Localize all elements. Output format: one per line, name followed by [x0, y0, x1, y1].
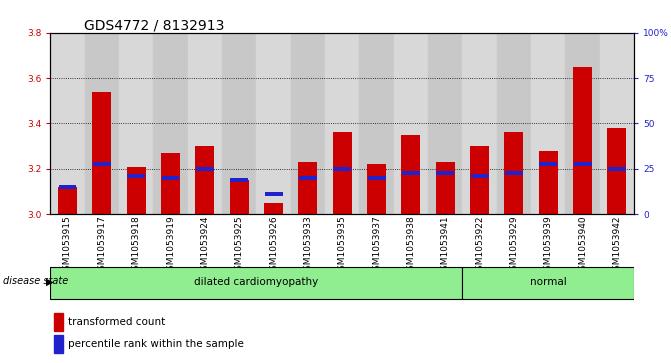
Bar — [531, 33, 566, 214]
Bar — [85, 33, 119, 214]
Bar — [333, 132, 352, 214]
Text: percentile rank within the sample: percentile rank within the sample — [68, 339, 244, 349]
Bar — [256, 33, 291, 214]
Text: disease state: disease state — [3, 276, 68, 286]
Bar — [93, 162, 111, 166]
Bar — [291, 33, 325, 214]
Bar — [394, 33, 428, 214]
Bar — [127, 167, 146, 214]
Bar — [127, 174, 145, 178]
Bar — [401, 135, 420, 214]
Bar — [299, 176, 317, 180]
Bar — [573, 67, 592, 214]
Bar — [505, 171, 523, 175]
Bar — [222, 33, 256, 214]
Bar — [566, 33, 600, 214]
Bar — [299, 162, 317, 214]
Bar — [58, 187, 77, 214]
Bar — [470, 174, 488, 178]
Bar — [402, 171, 420, 175]
Bar — [161, 153, 180, 214]
Bar — [462, 267, 634, 299]
Bar — [154, 33, 188, 214]
Bar — [436, 171, 454, 175]
Text: GDS4772 / 8132913: GDS4772 / 8132913 — [84, 18, 224, 32]
Bar — [195, 146, 214, 214]
Bar — [462, 33, 497, 214]
Bar — [607, 128, 626, 214]
Bar — [435, 162, 455, 214]
Bar — [428, 33, 462, 214]
Bar — [93, 91, 111, 214]
Bar — [196, 167, 214, 171]
Bar — [230, 178, 248, 182]
Bar — [360, 33, 394, 214]
Bar — [539, 151, 558, 214]
Text: transformed count: transformed count — [68, 317, 165, 327]
Bar — [119, 33, 154, 214]
Bar — [367, 164, 386, 214]
Bar — [264, 192, 282, 196]
Bar — [229, 180, 249, 214]
Text: normal: normal — [530, 277, 566, 287]
Bar — [574, 162, 592, 166]
Text: dilated cardiomyopathy: dilated cardiomyopathy — [194, 277, 319, 287]
Bar — [54, 335, 63, 354]
Bar — [50, 33, 85, 214]
Bar — [368, 176, 386, 180]
Text: ▶: ▶ — [46, 276, 53, 286]
Bar — [600, 33, 634, 214]
Bar — [264, 203, 283, 214]
Bar — [505, 132, 523, 214]
Bar — [608, 167, 626, 171]
Bar — [50, 267, 462, 299]
Bar — [188, 33, 222, 214]
Bar — [333, 167, 351, 171]
Bar — [54, 313, 63, 331]
Bar — [470, 146, 489, 214]
Bar — [539, 162, 557, 166]
Bar — [325, 33, 360, 214]
Bar — [162, 176, 179, 180]
Bar — [58, 185, 76, 189]
Bar — [497, 33, 531, 214]
